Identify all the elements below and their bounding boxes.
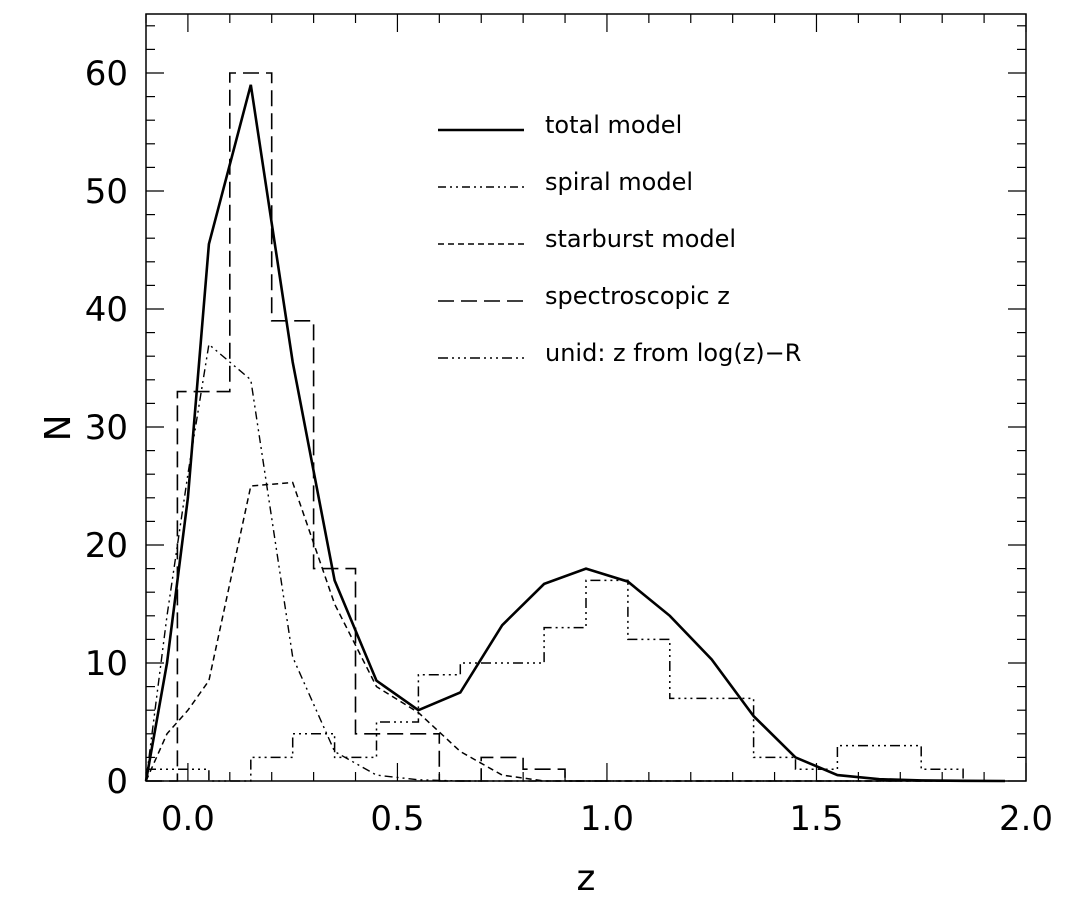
y-tick-label: 30 [85,408,128,448]
y-tick-label: 20 [85,526,128,566]
legend-label-2: starburst model [545,225,736,253]
y-tick-label: 60 [85,54,128,94]
y-tick-label: 0 [106,762,128,802]
x-tick-label: 1.0 [580,799,634,839]
series-4-histogram [146,579,1005,782]
y-tick-label: 50 [85,172,128,212]
series-0-curve [144,84,1006,783]
series-1-curve [145,343,1005,782]
x-tick-label: 2.0 [999,799,1053,839]
y-tick-label: 40 [85,290,128,330]
x-tick-label: 0.5 [370,799,424,839]
x-tick-label: 0.0 [161,799,215,839]
x-axis-label: z [577,858,596,897]
y-tick-label: 10 [85,644,128,684]
x-tick-label: 1.5 [789,799,843,839]
axes: 0.0 0.5 1.0 1.5 2.0 0 10 20 30 40 50 60 [85,13,1053,839]
y-axis-label: N [35,415,76,442]
legend-label-1: spiral model [545,168,693,196]
legend-label-3: spectroscopic z [545,282,730,310]
legend: total model spiral model starburst model sp… [438,111,801,367]
series-3-histogram [146,72,607,782]
legend-label-4: unid: z from log(z)−R [545,339,801,367]
plot-frame [145,13,1027,782]
series-2-curve [145,481,1005,782]
legend-label-0: total model [545,111,682,139]
